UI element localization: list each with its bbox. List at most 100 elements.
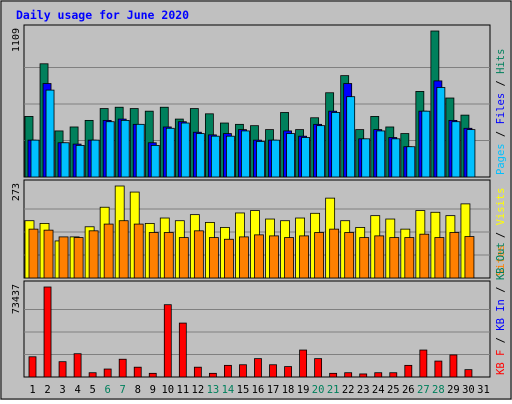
bar-kb-f-day-30 — [464, 369, 473, 378]
bar-kb-f-day-7 — [118, 358, 127, 378]
bar-sites-day-12 — [193, 230, 204, 279]
bar-kb-f-day-8 — [133, 366, 142, 378]
bar-kb-f-day-11 — [178, 322, 187, 378]
bar-sites-day-29 — [449, 232, 460, 279]
y-max-label: 1109 — [11, 28, 22, 52]
bar-sites-day-9 — [148, 232, 159, 279]
x-tick-label-24: 24 — [372, 384, 385, 396]
bar-pages-day-26 — [406, 146, 416, 178]
bar-kb-f-day-4 — [73, 353, 82, 378]
bar-sites-day-14 — [224, 238, 234, 279]
bar-kb-f-day-19 — [299, 349, 307, 378]
x-tick-label-19: 19 — [297, 384, 310, 396]
legend-sites: Sites — [495, 244, 507, 276]
x-tick-label-3: 3 — [59, 384, 65, 396]
y-max-label: 73437 — [11, 284, 22, 314]
bar-kb-f-day-25 — [389, 372, 398, 378]
bar-kb-f-day-15 — [239, 364, 247, 378]
bar-kb-f-day-27 — [419, 349, 428, 378]
x-tick-label-26: 26 — [402, 384, 415, 396]
bar-pages-day-25 — [391, 138, 401, 178]
bar-kb-f-day-24 — [374, 372, 383, 378]
bar-pages-day-5 — [90, 139, 100, 178]
bar-sites-day-18 — [284, 237, 294, 279]
legend: Pages / Files / Hits — [495, 49, 507, 175]
bar-pages-day-21 — [331, 112, 341, 178]
bar-kb-f-day-26 — [404, 364, 413, 378]
bar-sites-day-19 — [299, 235, 309, 279]
x-tick-label-27: 27 — [417, 384, 430, 396]
bar-kb-f-day-3 — [58, 361, 67, 378]
x-tick-label-9: 9 — [150, 384, 156, 396]
bar-sites-day-26 — [404, 237, 415, 279]
x-tick-label-14: 14 — [222, 384, 235, 396]
bar-sites-day-2 — [43, 229, 54, 279]
x-tick-label-12: 12 — [192, 384, 205, 396]
x-tick-label-10: 10 — [161, 384, 174, 396]
bar-sites-day-13 — [208, 237, 219, 279]
x-tick-label-17: 17 — [267, 384, 280, 396]
x-tick-label-8: 8 — [135, 384, 141, 396]
bar-kb-f-day-17 — [269, 364, 277, 378]
x-tick-label-4: 4 — [74, 384, 80, 396]
bar-pages-day-23 — [361, 138, 371, 178]
legend-hits: Hits — [495, 49, 507, 74]
bar-pages-day-15 — [241, 130, 250, 178]
bar-pages-day-3 — [60, 142, 70, 178]
bar-sites-day-20 — [314, 232, 325, 279]
bar-kb-f-day-1 — [28, 356, 37, 378]
x-tick-label-15: 15 — [237, 384, 250, 396]
bar-sites-day-25 — [389, 237, 400, 279]
bar-pages-day-8 — [135, 123, 145, 178]
bar-sites-day-23 — [359, 237, 370, 279]
bar-sites-day-22 — [344, 232, 355, 279]
legend-visits: Visits — [495, 187, 507, 225]
x-tick-label-30: 30 — [462, 384, 475, 396]
bar-pages-day-27 — [421, 110, 431, 178]
legend-kb-in: KB In — [495, 299, 507, 331]
x-tick-label-25: 25 — [387, 384, 400, 396]
bar-sites-day-4 — [73, 237, 84, 279]
bar-kb-f-day-23 — [359, 373, 368, 378]
bar-sites-day-28 — [434, 237, 445, 279]
bar-kb-f-day-5 — [88, 372, 97, 378]
bar-pages-day-30 — [466, 129, 476, 178]
x-tick-label-5: 5 — [89, 384, 95, 396]
bar-pages-day-10 — [165, 127, 175, 178]
bar-kb-f-day-29 — [449, 354, 458, 378]
x-tick-label-13: 13 — [207, 384, 220, 396]
bar-sites-day-8 — [133, 223, 144, 279]
bar-kb-f-day-9 — [148, 372, 157, 378]
legend-separator: / — [495, 124, 507, 143]
bar-pages-day-22 — [346, 96, 356, 178]
bar-pages-day-1 — [30, 139, 40, 178]
legend: KB F / KB In / KB Out — [495, 242, 507, 375]
bar-sites-day-17 — [269, 235, 279, 279]
x-tick-label-22: 22 — [342, 384, 355, 396]
bar-pages-day-16 — [256, 141, 265, 178]
bar-sites-day-6 — [103, 223, 114, 279]
bar-pages-day-2 — [45, 89, 55, 178]
x-axis-labels: 1 2 3 4 5 6 7 8 9 10 11 12 13 14 15 16 17 18 19 20 21 22 23 24 2… — [29, 384, 489, 396]
bar-kb-f-day-10 — [163, 304, 172, 378]
bar-pages-day-6 — [105, 121, 115, 178]
bar-pages-day-13 — [210, 135, 220, 178]
bar-sites-day-27 — [419, 233, 430, 279]
bar-sites-day-24 — [374, 235, 385, 279]
bar-pages-day-12 — [195, 133, 205, 178]
bar-kb-f-day-12 — [193, 366, 202, 378]
bar-sites-day-11 — [178, 237, 189, 279]
bar-kb-f-day-21 — [329, 372, 338, 378]
bar-pages-day-19 — [301, 137, 310, 178]
legend-separator: / — [495, 280, 507, 299]
panel-hits-files-pages: 1109 Pages / Files / Hits — [11, 24, 507, 178]
bar-sites-day-16 — [254, 234, 264, 279]
legend: Sites / Visits — [495, 187, 507, 276]
legend-separator: / — [495, 74, 507, 93]
bar-kb-f-day-20 — [314, 358, 323, 378]
x-tick-label-2: 2 — [44, 384, 50, 396]
x-tick-label-11: 11 — [177, 384, 190, 396]
bar-pages-day-4 — [75, 145, 85, 178]
